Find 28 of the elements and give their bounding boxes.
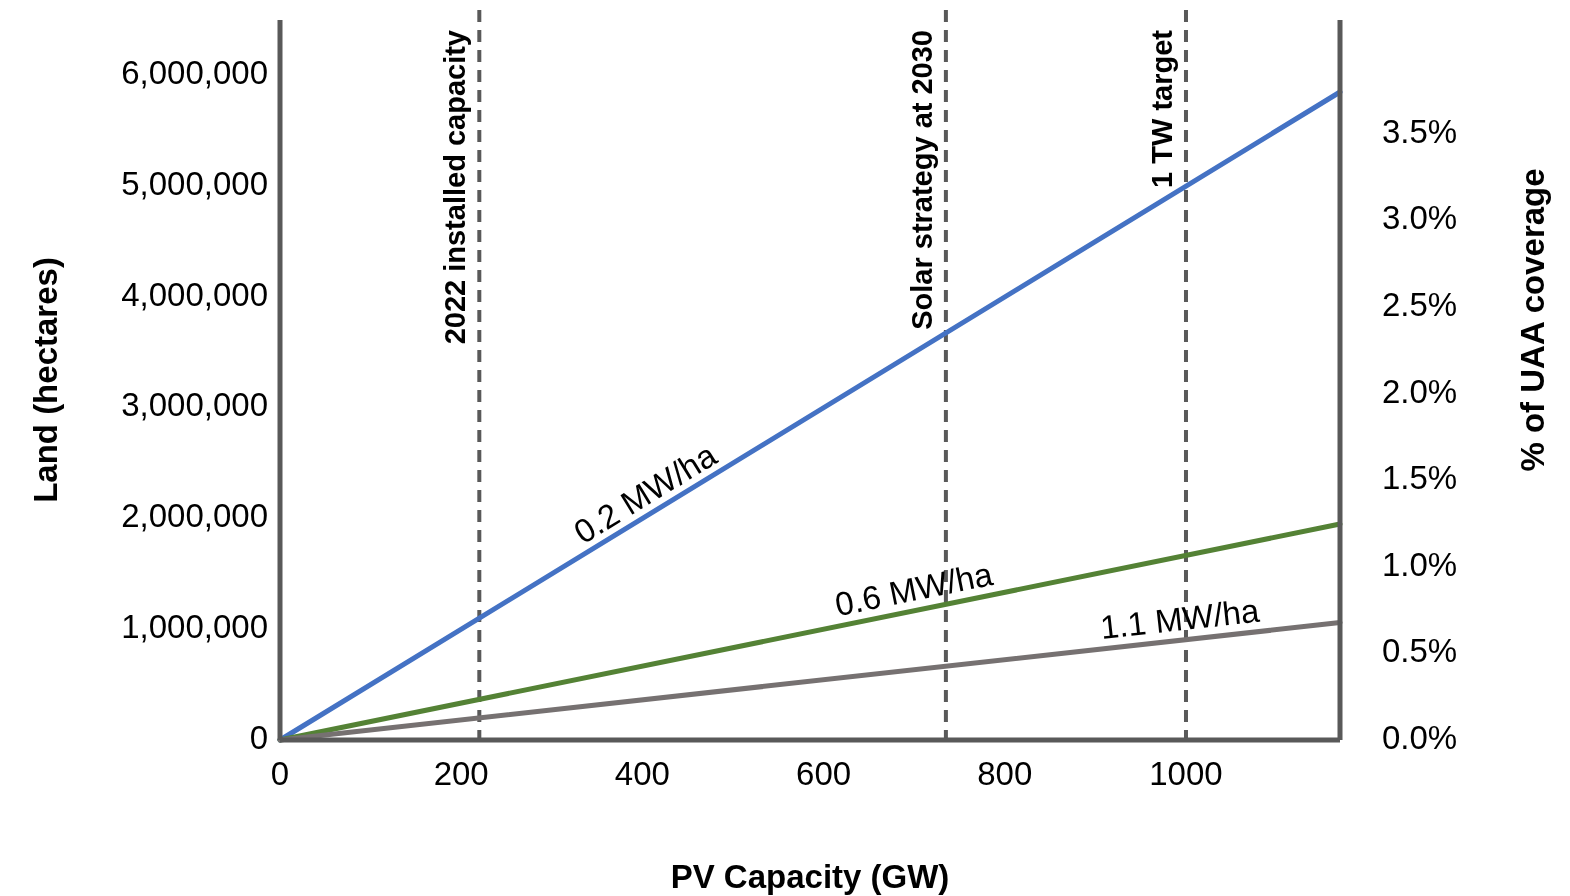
text: 1.1 MW/ha: [1098, 591, 1262, 646]
y2-tick-label: 1.5%: [1382, 459, 1458, 497]
y-tick-label: 3,000,000: [121, 386, 268, 424]
y2-tick-label: 2.5%: [1382, 286, 1458, 324]
y2-axis-title: % of UAA coverage: [1513, 168, 1551, 472]
x-tick-label: 600: [796, 755, 852, 792]
y-tick-label: 5,000,000: [121, 164, 268, 202]
y-tick-label: 6,000,000: [121, 54, 268, 92]
x-tick-label: 1000: [1149, 755, 1223, 792]
y2-tick-label: 3.5%: [1382, 112, 1458, 150]
ref-line-label: 1 TW target: [1145, 29, 1178, 188]
y2-tick-label: 0.5%: [1382, 632, 1458, 670]
y2-tick-label: 0.0%: [1382, 718, 1458, 756]
x-tick-label: 800: [977, 755, 1033, 792]
y2-tick-label: 1.0%: [1382, 545, 1458, 583]
x-tick-label: 200: [433, 755, 489, 792]
y-tick-label: 4,000,000: [121, 275, 268, 313]
y2-tick-label: 2.0%: [1382, 372, 1458, 410]
x-tick-label: 400: [614, 755, 670, 792]
y-tick-label: 2,000,000: [121, 497, 268, 535]
ref-line-label: 2022 installed capacity: [438, 30, 471, 345]
y-tick-label: 0: [249, 718, 268, 756]
y2-tick-label: 3.0%: [1382, 199, 1458, 237]
y-tick-label: 1,000,000: [121, 607, 268, 645]
text: 0.6 MW/ha: [831, 554, 997, 624]
ref-line-label: Solar strategy at 2030: [905, 30, 938, 330]
x-axis-title: PV Capacity (GW): [670, 858, 950, 895]
y-axis-title: Land (hectares): [26, 257, 64, 503]
